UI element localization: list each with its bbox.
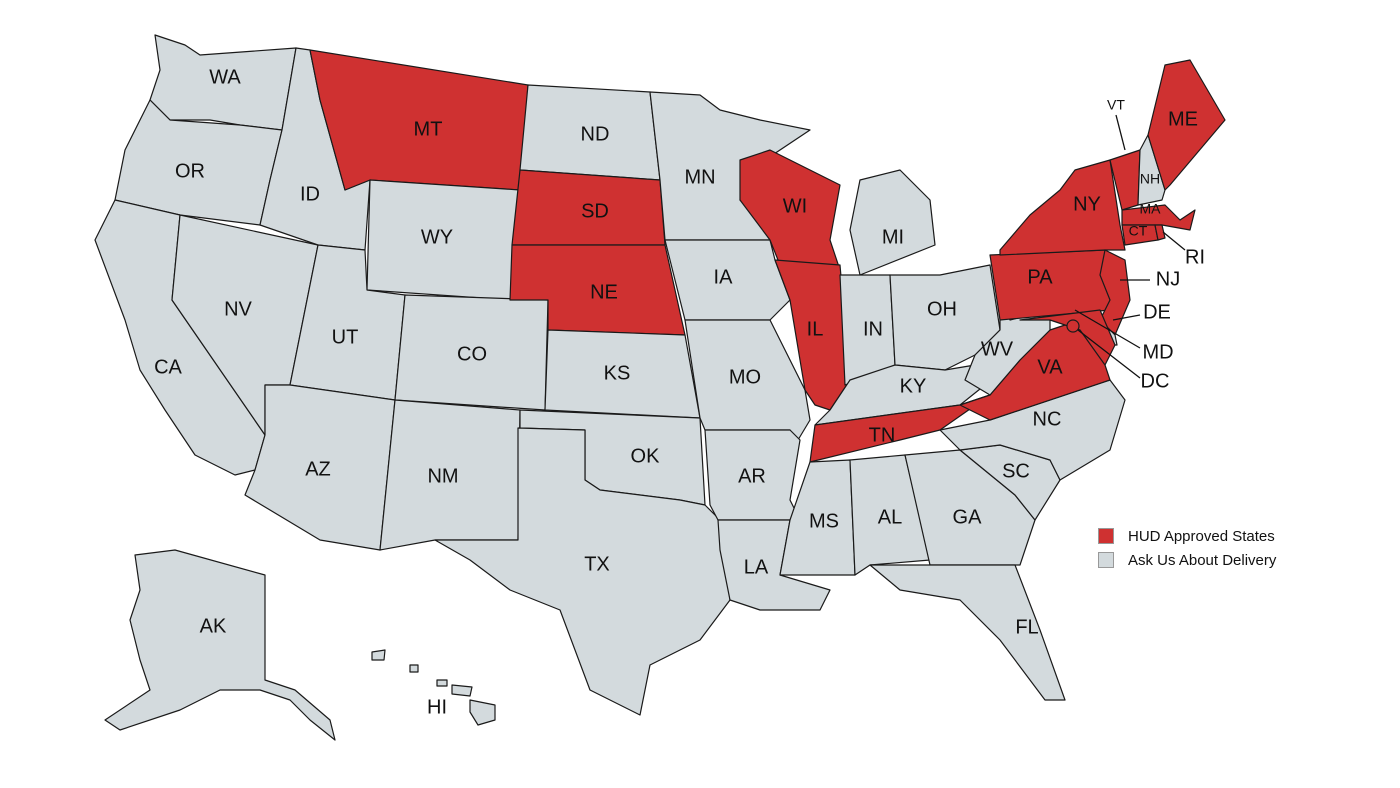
state-shape[interactable]	[436, 679, 448, 687]
state-label: OH	[927, 298, 957, 320]
state-shape[interactable]	[1066, 319, 1080, 333]
state-shape[interactable]	[1137, 134, 1166, 206]
state-label: MI	[882, 226, 904, 248]
state-label: AK	[200, 615, 227, 637]
state-ny[interactable]	[999, 159, 1126, 256]
state-label: CA	[154, 356, 182, 378]
state-fl[interactable]	[869, 564, 1066, 701]
state-label: WA	[209, 66, 241, 88]
state-label: IA	[714, 266, 734, 288]
state-shape[interactable]	[849, 454, 931, 576]
state-label: NH	[1140, 171, 1160, 187]
state-label: WV	[981, 338, 1014, 360]
state-shape[interactable]	[1019, 309, 1116, 366]
state-dc[interactable]	[1066, 319, 1080, 333]
state-shape[interactable]	[451, 684, 473, 697]
state-shape[interactable]	[104, 549, 336, 741]
state-label: CT	[1129, 223, 1148, 239]
state-label: WI	[783, 195, 807, 217]
label-leader-line	[1115, 114, 1126, 151]
legend-label: Ask Us About Delivery	[1128, 551, 1277, 569]
state-label: NM	[427, 465, 458, 487]
state-label: HI	[427, 696, 447, 718]
state-shape[interactable]	[469, 699, 496, 726]
state-label: NE	[590, 281, 618, 303]
label-leader-line	[1074, 309, 1141, 349]
state-pa[interactable]	[989, 249, 1121, 321]
state-label: NV	[224, 298, 252, 320]
state-label: KS	[604, 362, 631, 384]
state-label: NJ	[1156, 268, 1180, 290]
state-label: PA	[1027, 266, 1053, 288]
state-shape[interactable]	[869, 564, 1066, 701]
state-label: ID	[300, 183, 320, 205]
legend-item-other: Ask Us About Delivery	[1098, 548, 1276, 572]
state-label: MS	[809, 510, 839, 532]
state-label: AR	[738, 465, 766, 487]
legend-item-approved: HUD Approved States	[1098, 524, 1276, 548]
state-mi[interactable]	[849, 169, 936, 276]
state-label: UT	[332, 326, 359, 348]
state-label: RI	[1185, 246, 1205, 268]
state-wi[interactable]	[739, 149, 841, 271]
state-label: IL	[807, 318, 824, 340]
state-label: LA	[744, 556, 769, 578]
state-label: DC	[1141, 370, 1170, 392]
legend-swatch-other	[1098, 552, 1114, 568]
label-leader-line	[1077, 329, 1141, 379]
state-label: FL	[1015, 616, 1038, 638]
label-leader-line	[1112, 314, 1141, 321]
state-label: GA	[953, 506, 983, 528]
state-shape[interactable]	[989, 249, 1121, 321]
state-shape[interactable]	[779, 459, 856, 576]
state-ms[interactable]	[779, 459, 856, 576]
state-label: VA	[1037, 356, 1063, 378]
state-label: MD	[1142, 341, 1173, 363]
state-ak[interactable]	[104, 549, 336, 741]
state-label: WY	[421, 226, 453, 248]
map-legend: HUD Approved States Ask Us About Deliver…	[1098, 524, 1276, 572]
state-shape[interactable]	[434, 427, 731, 716]
state-label: SD	[581, 200, 609, 222]
state-hi[interactable]	[371, 649, 496, 726]
legend-label: HUD Approved States	[1128, 527, 1275, 545]
state-al[interactable]	[849, 454, 931, 576]
state-nh[interactable]	[1137, 134, 1166, 206]
state-label: MA	[1140, 201, 1162, 217]
state-label: CO	[457, 343, 487, 365]
state-label: MO	[729, 366, 761, 388]
state-shape[interactable]	[409, 664, 419, 673]
state-label: VT	[1107, 97, 1125, 113]
state-label: ND	[581, 123, 610, 145]
state-label: ME	[1168, 108, 1198, 130]
state-label: SC	[1002, 460, 1030, 482]
state-shape[interactable]	[849, 169, 936, 276]
state-label: OR	[175, 160, 205, 182]
state-shape[interactable]	[1154, 224, 1166, 241]
state-shape[interactable]	[739, 149, 841, 271]
state-label: NC	[1033, 408, 1062, 430]
state-label: AZ	[305, 458, 331, 480]
state-label: MN	[684, 166, 715, 188]
label-leader-line	[1162, 231, 1186, 251]
state-shape[interactable]	[371, 649, 386, 661]
state-label: TX	[584, 553, 610, 575]
state-ri[interactable]	[1154, 224, 1166, 241]
state-shape[interactable]	[999, 159, 1126, 256]
legend-swatch-approved	[1098, 528, 1114, 544]
state-me[interactable]	[1147, 59, 1226, 191]
state-label: AL	[878, 506, 902, 528]
state-label: KY	[900, 375, 927, 397]
state-label: DE	[1143, 301, 1171, 323]
state-label: OK	[631, 445, 661, 467]
state-label: NY	[1073, 193, 1101, 215]
state-label: MT	[414, 118, 443, 140]
state-md[interactable]	[1019, 309, 1116, 366]
state-label: TN	[869, 424, 896, 446]
state-tx[interactable]	[434, 427, 731, 716]
state-label: IN	[863, 318, 883, 340]
state-shape[interactable]	[1147, 59, 1226, 191]
